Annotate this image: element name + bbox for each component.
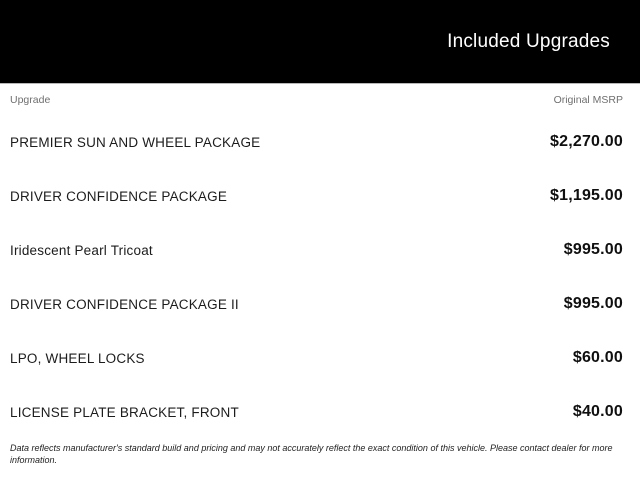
table-row: LICENSE PLATE BRACKET, FRONT $40.00 [0, 385, 640, 439]
table-row: PREMIER SUN AND WHEEL PACKAGE $2,270.00 [0, 115, 640, 169]
table-column-headers: Upgrade Original MSRP [0, 84, 640, 115]
upgrade-name: PREMIER SUN AND WHEEL PACKAGE [10, 134, 261, 150]
upgrade-price: $40.00 [572, 403, 623, 420]
upgrade-name: Iridescent Pearl Tricoat [10, 242, 153, 258]
upgrade-name: LICENSE PLATE BRACKET, FRONT [10, 404, 239, 420]
table-row: DRIVER CONFIDENCE PACKAGE II $995.00 [0, 277, 640, 331]
card-header: Included Upgrades [0, 0, 640, 84]
column-header-upgrade: Upgrade [10, 93, 51, 106]
table-row: LPO, WHEEL LOCKS $60.00 [0, 331, 640, 385]
upgrade-price: $995.00 [563, 241, 623, 258]
upgrade-price: $60.00 [572, 349, 623, 366]
page-title: Included Upgrades [447, 30, 610, 52]
table-row: DRIVER CONFIDENCE PACKAGE $1,195.00 [0, 169, 640, 223]
upgrade-name: DRIVER CONFIDENCE PACKAGE II [10, 296, 239, 312]
upgrade-name: LPO, WHEEL LOCKS [10, 350, 145, 366]
upgrade-price: $1,195.00 [550, 187, 623, 204]
disclaimer-text: Data reflects manufacturer's standard bu… [10, 443, 613, 465]
upgrade-price: $2,270.00 [550, 133, 623, 150]
upgrade-price: $995.00 [563, 295, 623, 312]
upgrade-name: DRIVER CONFIDENCE PACKAGE [10, 188, 228, 204]
upgrades-table: Upgrade Original MSRP PREMIER SUN AND WH… [0, 84, 640, 480]
column-header-msrp: Original MSRP [553, 93, 623, 106]
table-row: Iridescent Pearl Tricoat $995.00 [0, 223, 640, 277]
